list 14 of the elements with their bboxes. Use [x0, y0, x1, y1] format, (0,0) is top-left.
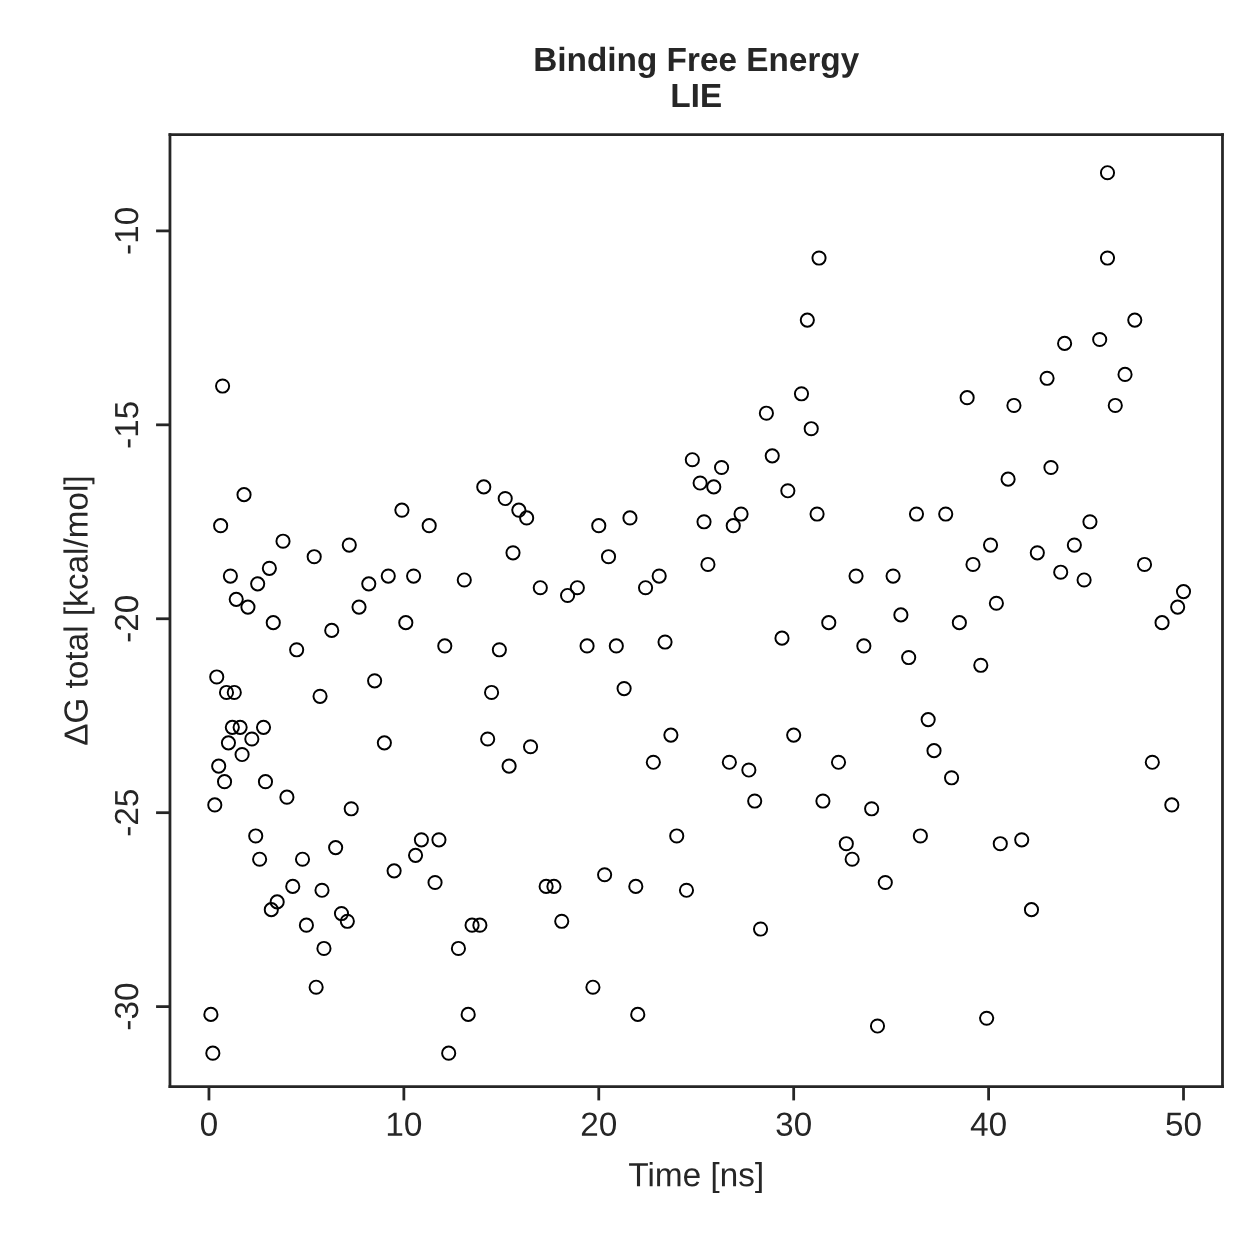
y-tick-label: -30 [114, 983, 139, 1030]
y-tick-label: -15 [115, 402, 139, 448]
x-tick-label: 40 [970, 1112, 1006, 1136]
x-tick-label: 20 [581, 1112, 617, 1136]
chart-title: Binding Free Energy LIE [535, 46, 860, 107]
x-tick-label: 50 [1166, 1112, 1201, 1136]
x-tick-label: 30 [776, 1112, 811, 1136]
x-tick-label: 10 [387, 1112, 422, 1136]
y-axis-title: ΔG total [kcal/mol] [63, 477, 95, 745]
y-tick-label: -10 [114, 208, 139, 254]
y-tick-label: -20 [114, 595, 139, 642]
x-axis-title: Time [ns] [629, 1162, 762, 1194]
y-tick-label: -25 [114, 790, 139, 836]
x-tick-label: 0 [200, 1112, 217, 1136]
